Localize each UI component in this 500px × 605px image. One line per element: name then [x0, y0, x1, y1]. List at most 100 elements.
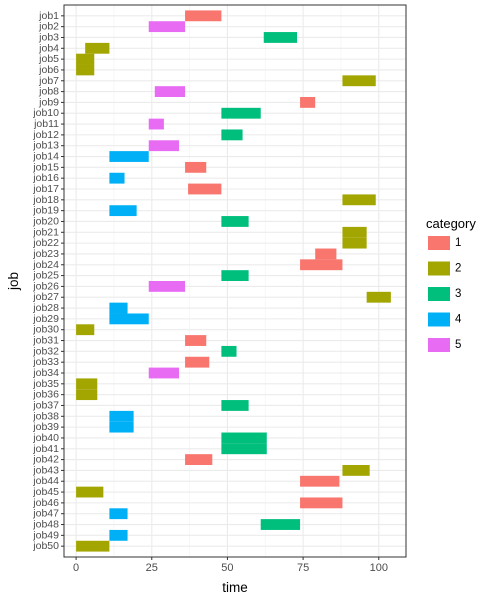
y-tick-label: job38 — [32, 410, 59, 422]
y-tick-label: job22 — [32, 237, 59, 249]
y-tick-label: job27 — [32, 291, 59, 303]
y-tick-label: job16 — [32, 172, 59, 184]
legend-label-2: 2 — [455, 263, 461, 275]
y-tick-label: job32 — [32, 345, 59, 357]
y-tick-label: job34 — [32, 367, 59, 379]
y-tick-label: job45 — [32, 486, 59, 498]
bar-job34 — [148, 367, 180, 379]
bar-job37 — [221, 400, 249, 411]
bar-job21 — [342, 226, 367, 238]
bar-job40 — [221, 432, 267, 444]
legend-swatch-4 — [428, 312, 450, 327]
bar-job24 — [300, 259, 343, 271]
panel-border — [63, 4, 407, 558]
bar-job31 — [185, 335, 207, 346]
x-tick-label: 100 — [370, 562, 388, 574]
x-tick-label: 50 — [221, 562, 233, 574]
y-axis: job1job2job3job4job5job6job7job8job9job1… — [32, 10, 64, 552]
y-tick-label: job50 — [32, 540, 59, 552]
x-tick-label: 0 — [73, 562, 79, 574]
bar-job10 — [221, 107, 261, 119]
bar-job11 — [148, 118, 164, 130]
legend-swatch-3 — [428, 287, 450, 301]
y-tick-label: job28 — [32, 302, 59, 314]
x-axis-title: time — [222, 580, 248, 595]
bar-job22 — [342, 237, 367, 249]
x-tick-label: 25 — [146, 562, 158, 574]
y-tick-label: job7 — [38, 75, 59, 87]
y-tick-label: job2 — [38, 21, 59, 33]
y-tick-label: job6 — [38, 64, 59, 76]
bar-job16 — [109, 172, 125, 184]
x-tick-label: 75 — [297, 562, 309, 574]
bar-job28 — [109, 302, 128, 314]
y-tick-label: job11 — [33, 118, 59, 130]
bar-job2 — [148, 21, 186, 33]
bar-job26 — [148, 281, 186, 292]
y-tick-label: job18 — [32, 194, 59, 206]
y-axis-title: job — [6, 272, 21, 291]
bar-job30 — [76, 324, 95, 336]
bar-job44 — [300, 475, 340, 487]
y-tick-label: job30 — [32, 324, 59, 336]
y-tick-label: job49 — [32, 529, 59, 541]
y-tick-label: job3 — [38, 31, 59, 43]
bar-job48 — [260, 519, 301, 530]
y-tick-label: job23 — [32, 248, 59, 260]
y-tick-label: job19 — [32, 205, 59, 217]
bar-job35 — [76, 378, 98, 390]
legend-label-4: 4 — [455, 314, 462, 326]
bar-job20 — [221, 216, 249, 227]
y-tick-label: job13 — [32, 140, 59, 152]
y-tick-label: job29 — [32, 313, 59, 325]
bar-job15 — [185, 161, 207, 173]
bar-job36 — [76, 389, 98, 401]
y-tick-label: job46 — [32, 497, 59, 509]
legend-label-1: 1 — [455, 237, 461, 249]
y-tick-label: job20 — [32, 215, 59, 227]
bar-job12 — [221, 129, 243, 141]
y-tick-label: job42 — [32, 454, 59, 466]
grid-layer — [64, 5, 406, 557]
legend-swatch-5 — [428, 338, 450, 352]
bar-job25 — [221, 270, 249, 281]
y-tick-label: job1 — [38, 10, 59, 22]
bar-job6 — [76, 64, 95, 76]
y-tick-label: job4 — [38, 42, 59, 54]
y-tick-label: job10 — [32, 107, 59, 119]
bars-layer — [76, 10, 391, 552]
y-tick-label: job40 — [32, 432, 59, 444]
y-tick-label: job15 — [32, 161, 59, 173]
y-tick-label: job48 — [32, 519, 59, 531]
bar-job5 — [76, 53, 95, 65]
bar-job45 — [76, 486, 104, 498]
y-tick-label: job44 — [32, 475, 59, 487]
bar-job32 — [221, 345, 237, 357]
y-tick-label: job25 — [32, 270, 59, 282]
y-tick-label: job39 — [32, 421, 59, 433]
bar-job47 — [109, 508, 128, 520]
y-tick-label: job12 — [32, 129, 59, 141]
bar-job3 — [263, 32, 298, 43]
bar-job18 — [342, 194, 376, 206]
bar-job23 — [315, 248, 337, 260]
bar-job17 — [188, 183, 222, 195]
y-tick-label: job43 — [32, 464, 59, 476]
bar-job7 — [342, 75, 376, 87]
bar-job50 — [76, 540, 110, 552]
y-tick-label: job14 — [32, 151, 59, 163]
bar-job42 — [185, 454, 213, 465]
y-tick-label: job37 — [32, 399, 59, 411]
bar-job43 — [342, 465, 370, 476]
y-tick-label: job24 — [32, 259, 59, 271]
y-tick-label: job36 — [32, 389, 59, 401]
bar-job33 — [185, 356, 210, 368]
bar-job1 — [185, 10, 222, 22]
legend-swatch-2 — [428, 261, 450, 276]
y-tick-label: job5 — [38, 53, 59, 65]
legend: category 1 2 3 4 5 — [426, 216, 476, 352]
y-tick-label: job47 — [32, 508, 59, 520]
bar-job14 — [109, 151, 149, 162]
